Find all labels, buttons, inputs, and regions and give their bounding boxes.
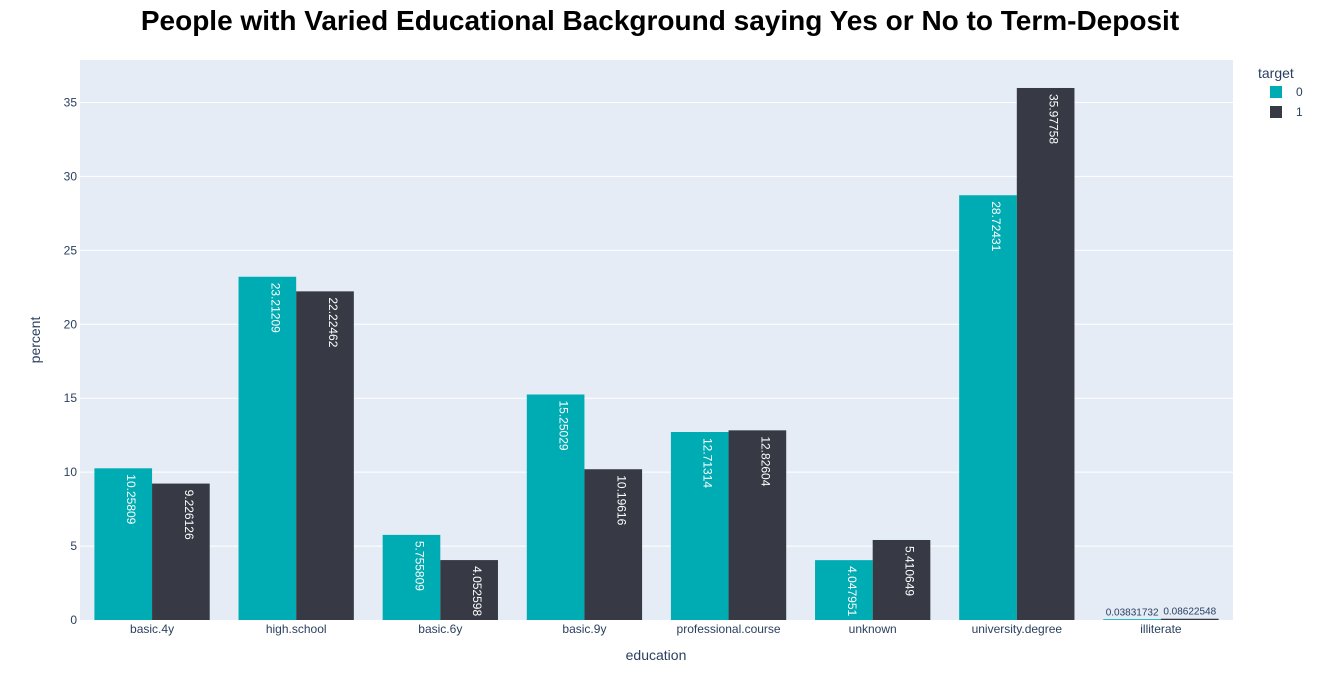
bar-value-label: 10.25809 [124,474,138,524]
bar-value-label: 0.03831732 [1106,607,1159,618]
bar-professional.course-target-0[interactable] [670,432,729,620]
bar-basic.4y-target-0[interactable] [94,468,153,620]
legend-item-target-0[interactable]: 0 [1270,85,1303,99]
bar-university.degree-target-0[interactable] [959,195,1017,620]
x-tick-label: illiterate [1140,622,1182,636]
bar-basic.9y-target-1[interactable] [584,469,643,620]
bar-basic.4y-target-1[interactable] [152,483,210,620]
x-tick-label: basic.6y [418,622,462,636]
bar-value-label: 12.71314 [701,438,715,488]
x-tick-label: basic.9y [562,622,606,636]
y-tick-label: 15 [64,391,78,405]
bars [94,87,1219,621]
y-axis-title: percent [27,317,43,364]
bar-value-label: 9.226126 [182,490,196,540]
y-tick-label: 25 [64,243,78,257]
bar-value-label: 35.97758 [1047,94,1061,144]
legend-label: 1 [1296,105,1303,119]
bar-value-label: 5.755809 [412,541,426,591]
x-axis-ticks: basic.4y high.school basic.6y basic.9y profe… [130,622,1182,636]
bar-professional.course-target-1[interactable] [728,430,787,620]
legend-swatch [1270,86,1282,98]
legend-swatch [1270,106,1282,118]
legend-title: target [1258,65,1294,81]
y-tick-label: 0 [70,613,77,627]
bar-basic.6y-target-1[interactable] [440,560,498,620]
bar-value-label: 10.19616 [614,475,628,525]
bar-value-label: 4.047951 [845,566,859,616]
y-axis-ticks: 0 5 10 15 20 25 30 35 [64,95,78,627]
x-tick-label: basic.4y [130,622,174,636]
bar-value-label: 28.72431 [989,201,1003,251]
legend-item-target-1[interactable]: 1 [1270,105,1303,119]
bar-illiterate-target-1[interactable] [1160,618,1219,620]
bar-basic.6y-target-0[interactable] [382,534,441,620]
bar-value-label: 23.21209 [268,283,282,333]
bar-value-label: 5.410649 [903,546,917,596]
x-tick-label: professional.course [677,622,781,636]
legend[interactable]: target 01 [1258,65,1303,119]
x-tick-label: university.degree [972,622,1063,636]
bar-illiterate-target-0[interactable] [1103,619,1161,620]
x-tick-label: unknown [849,622,897,636]
bar-unknown-target-0[interactable] [815,560,873,620]
legend-label: 0 [1296,85,1303,99]
bar-value-label: 15.25029 [557,400,571,450]
bar-unknown-target-1[interactable] [872,539,931,620]
x-axis-title: education [626,647,687,663]
y-tick-label: 30 [64,169,78,183]
y-tick-label: 10 [64,465,78,479]
bar-value-label: 4.052598 [470,566,484,616]
bar-basic.9y-target-0[interactable] [526,394,585,620]
bar-high.school-target-0[interactable] [238,276,297,620]
y-tick-label: 20 [64,317,78,331]
y-tick-label: 35 [64,95,78,109]
legend-items[interactable]: 01 [1270,85,1303,119]
y-tick-label: 5 [70,539,77,553]
bar-high.school-target-1[interactable] [296,291,354,620]
bar-value-label: 22.22462 [326,297,340,347]
x-tick-label: high.school [266,622,327,636]
bar-value-label: 12.82604 [758,436,772,486]
data-labels: 10.25809 9.226126 23.21209 22.22462 5.755809… [124,94,1216,618]
chart-title: People with Varied Educational Backgroun… [141,5,1179,36]
bar-university.degree-target-1[interactable] [1016,87,1075,621]
bar-value-label: 0.08622548 [1163,607,1216,618]
